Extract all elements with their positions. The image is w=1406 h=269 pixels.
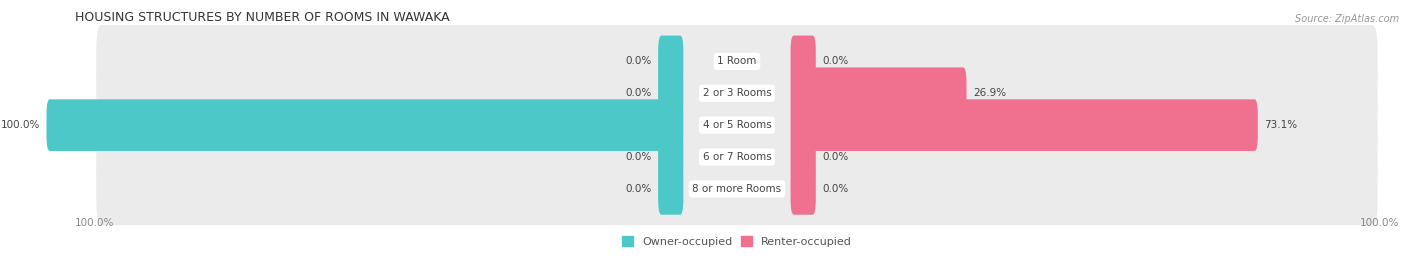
FancyBboxPatch shape xyxy=(658,163,683,215)
FancyBboxPatch shape xyxy=(96,25,1378,98)
Legend: Owner-occupied, Renter-occupied: Owner-occupied, Renter-occupied xyxy=(617,232,856,251)
FancyBboxPatch shape xyxy=(96,153,1378,225)
FancyBboxPatch shape xyxy=(96,121,1378,193)
Text: 100.0%: 100.0% xyxy=(1360,218,1399,228)
Text: 2 or 3 Rooms: 2 or 3 Rooms xyxy=(703,88,772,98)
FancyBboxPatch shape xyxy=(790,163,815,215)
Text: 4 or 5 Rooms: 4 or 5 Rooms xyxy=(703,120,772,130)
Text: 100.0%: 100.0% xyxy=(1,120,41,130)
FancyBboxPatch shape xyxy=(658,36,683,87)
FancyBboxPatch shape xyxy=(658,131,683,183)
Text: 8 or more Rooms: 8 or more Rooms xyxy=(692,184,782,194)
Text: 0.0%: 0.0% xyxy=(626,184,652,194)
Text: 0.0%: 0.0% xyxy=(823,184,848,194)
Text: 0.0%: 0.0% xyxy=(626,56,652,66)
FancyBboxPatch shape xyxy=(790,36,815,87)
Text: 100.0%: 100.0% xyxy=(75,218,114,228)
Text: 26.9%: 26.9% xyxy=(973,88,1005,98)
Text: 0.0%: 0.0% xyxy=(823,56,848,66)
Text: 0.0%: 0.0% xyxy=(626,152,652,162)
FancyBboxPatch shape xyxy=(790,68,966,119)
FancyBboxPatch shape xyxy=(46,99,683,151)
Text: 0.0%: 0.0% xyxy=(626,88,652,98)
Text: 6 or 7 Rooms: 6 or 7 Rooms xyxy=(703,152,772,162)
FancyBboxPatch shape xyxy=(96,89,1378,161)
Text: 1 Room: 1 Room xyxy=(717,56,756,66)
Text: 0.0%: 0.0% xyxy=(823,152,848,162)
FancyBboxPatch shape xyxy=(790,99,1258,151)
Text: Source: ZipAtlas.com: Source: ZipAtlas.com xyxy=(1295,14,1399,24)
FancyBboxPatch shape xyxy=(790,131,815,183)
FancyBboxPatch shape xyxy=(658,68,683,119)
Text: 73.1%: 73.1% xyxy=(1264,120,1298,130)
Text: HOUSING STRUCTURES BY NUMBER OF ROOMS IN WAWAKA: HOUSING STRUCTURES BY NUMBER OF ROOMS IN… xyxy=(75,11,450,24)
FancyBboxPatch shape xyxy=(96,57,1378,130)
